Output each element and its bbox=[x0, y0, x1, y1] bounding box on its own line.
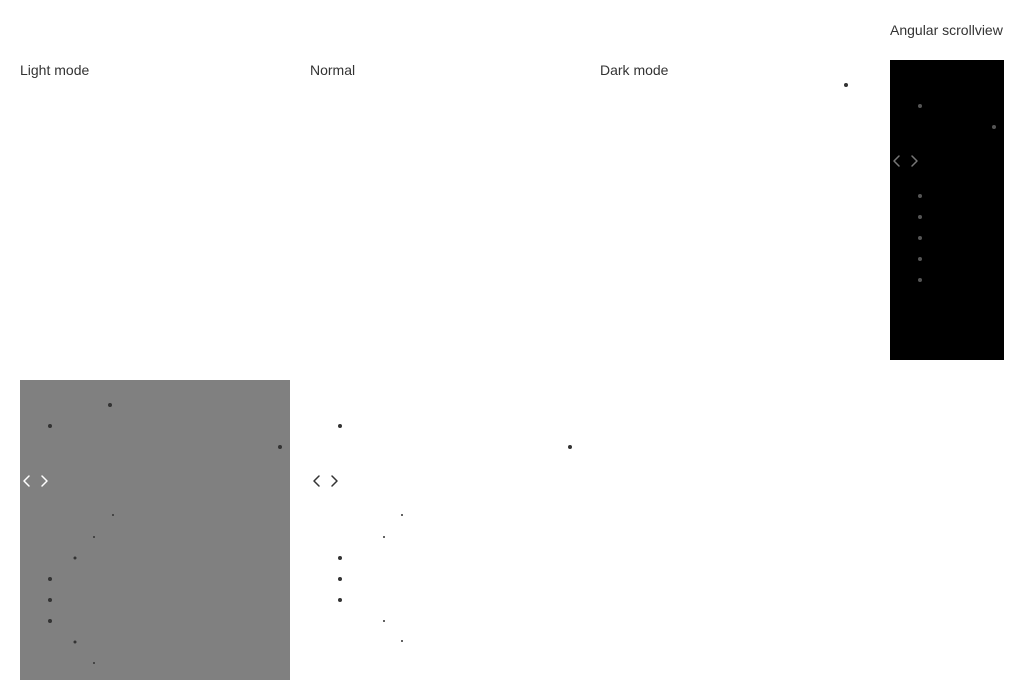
carousel-dot bbox=[918, 194, 922, 198]
chevron-left-icon[interactable] bbox=[890, 153, 905, 169]
carousel-dot bbox=[338, 556, 342, 560]
light-mode-label: Light mode bbox=[20, 62, 90, 78]
carousel-dot bbox=[48, 619, 52, 623]
light-mode-scrollview[interactable] bbox=[20, 380, 290, 680]
carousel-dot bbox=[48, 598, 52, 602]
carousel-dot bbox=[918, 278, 922, 282]
angular-scrollview-label: Angular scrollview bbox=[890, 22, 1003, 38]
carousel-dot bbox=[338, 577, 342, 581]
chevron-right-icon[interactable] bbox=[36, 473, 52, 489]
carousel-dot bbox=[992, 125, 996, 129]
carousel-dot bbox=[93, 536, 95, 538]
carousel-dot bbox=[73, 640, 77, 644]
carousel-dot bbox=[278, 445, 282, 449]
carousel-dot bbox=[918, 215, 922, 219]
carousel-dot bbox=[918, 257, 922, 261]
chevron-right-icon[interactable] bbox=[326, 473, 342, 489]
normal-label: Normal bbox=[310, 62, 356, 78]
carousel-dot bbox=[401, 514, 403, 516]
carousel-dot bbox=[918, 104, 922, 108]
carousel-dot bbox=[918, 236, 922, 240]
carousel-dot bbox=[844, 83, 848, 87]
carousel-dot bbox=[338, 598, 342, 602]
carousel-dot bbox=[383, 620, 385, 622]
carousel-dot bbox=[338, 424, 342, 428]
chevron-left-icon[interactable] bbox=[309, 473, 325, 489]
carousel-dot bbox=[73, 556, 77, 560]
dark-mode-scrollview[interactable] bbox=[890, 60, 1004, 360]
carousel-dot bbox=[568, 445, 572, 449]
carousel-dot bbox=[48, 424, 52, 428]
dark-mode-label: Dark mode bbox=[600, 62, 669, 78]
carousel-dot bbox=[48, 577, 52, 581]
carousel-dot bbox=[401, 640, 403, 642]
carousel-dot bbox=[112, 514, 114, 516]
normal-scrollview[interactable] bbox=[310, 380, 580, 680]
chevron-right-icon[interactable] bbox=[906, 153, 922, 169]
carousel-dot bbox=[108, 403, 112, 407]
carousel-dot bbox=[383, 536, 385, 538]
chevron-left-icon[interactable] bbox=[20, 473, 35, 489]
carousel-dot bbox=[93, 662, 95, 664]
